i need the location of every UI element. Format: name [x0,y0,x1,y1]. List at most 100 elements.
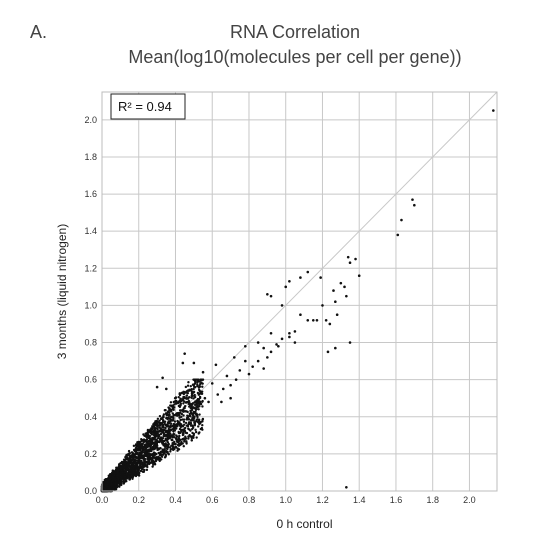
data-point [126,477,129,480]
data-point [146,441,150,444]
data-point [182,410,185,413]
data-point [155,385,159,389]
data-point [166,417,169,421]
data-point [171,404,174,407]
data-point [192,433,195,437]
data-point [188,388,191,392]
data-point [197,388,201,392]
data-point [115,466,118,469]
data-point [162,421,166,424]
data-point [201,418,204,421]
data-point [124,478,127,481]
data-point [216,393,220,396]
data-point [158,452,161,455]
data-point [154,452,157,455]
panel-label: A. [30,22,48,42]
data-point [163,409,167,412]
data-point [151,445,155,449]
data-point [173,440,176,444]
data-point [172,414,175,417]
data-point [161,430,164,433]
data-point [167,425,170,428]
data-point [115,486,119,489]
data-point [123,470,127,474]
data-point [145,468,149,472]
data-point [143,434,146,438]
data-point [256,359,260,363]
data-point [142,461,146,464]
data-point [166,429,170,433]
annotation-box [110,93,186,120]
data-point [135,459,139,462]
data-point [164,424,168,427]
data-point [142,455,146,459]
data-point [354,257,357,261]
data-point [194,378,197,381]
data-point [107,487,110,490]
data-point [165,447,168,450]
data-point [125,454,129,458]
data-point [137,448,140,452]
data-point [187,381,190,384]
data-point [120,482,123,485]
data-point [190,439,193,442]
data-point [269,331,273,335]
r-squared-annotation: R² = 0.94 [110,93,186,120]
data-point [145,464,149,467]
data-point [105,478,108,481]
data-point [172,428,176,432]
data-point [183,400,186,403]
data-point [178,427,182,431]
data-point [153,426,157,430]
data-point [191,427,194,431]
chart-title: RNA Correlation [229,22,361,42]
data-point [220,400,223,404]
y-tick-label: 2.0 [84,115,97,125]
data-point [166,444,169,448]
data-point [139,460,143,464]
data-point [122,478,125,482]
data-point [189,409,193,413]
data-point [168,407,171,410]
data-point [277,344,280,348]
data-point [159,447,162,450]
data-point [175,435,179,438]
data-point [168,436,171,440]
data-point [146,428,150,432]
data-point [126,467,129,470]
data-point [162,413,166,416]
data-point [346,255,350,259]
data-point [120,476,123,479]
y-tick-label: 0.4 [84,412,97,422]
data-point [177,437,181,441]
data-point [293,341,297,344]
data-point [194,428,197,432]
y-tick-label: 1.8 [84,152,97,162]
x-tick-labels: 0.0 0.2 0.4 0.6 0.8 1.0 1.2 1.4 1.6 1.8 2.0 [96,495,476,505]
data-point [171,406,175,410]
data-point [182,395,185,399]
data-point [190,396,193,399]
data-point [155,431,159,434]
chart-subtitle: Mean(log10(molecules per cell per gene)) [128,47,462,67]
data-point [173,397,177,400]
data-point [161,425,164,429]
data-point [180,391,183,395]
data-point [160,453,163,456]
data-point [148,461,152,464]
data-point [164,449,168,453]
data-point [182,420,186,424]
data-point [183,423,186,426]
data-points [100,109,495,493]
data-point [189,384,192,388]
data-point [194,420,197,423]
data-point [137,467,141,470]
data-point [143,464,147,467]
data-point [148,450,151,453]
data-point [151,465,154,468]
data-point [158,458,161,462]
data-point [156,436,160,440]
data-point [163,433,167,437]
data-point [197,399,200,402]
data-point [192,383,195,386]
